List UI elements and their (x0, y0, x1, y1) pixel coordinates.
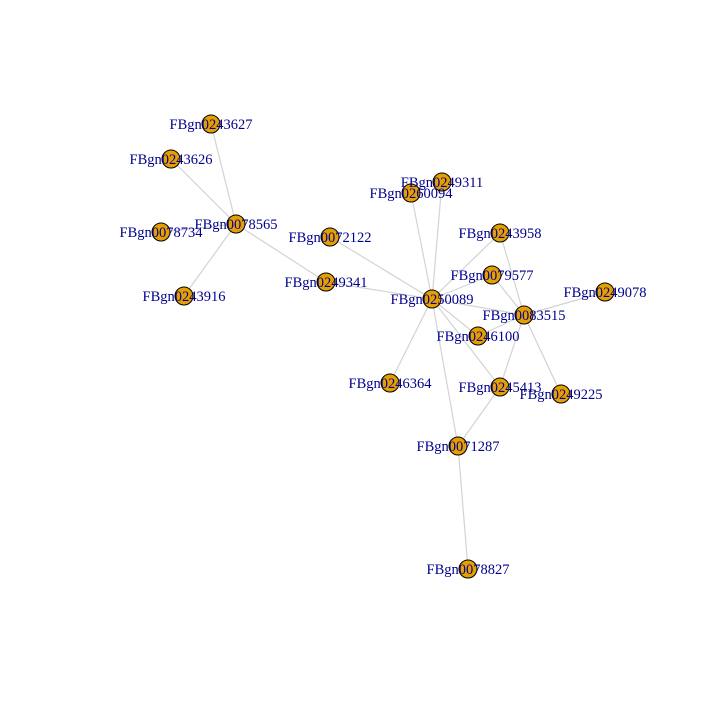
node-label-fbgn0249341: FBgn0249341 (285, 275, 368, 291)
node-label-fbgn0249311: FBgn0249311 (401, 175, 483, 191)
node-fbgn0243626 (161, 149, 181, 169)
node-label-fbgn0243958: FBgn0243958 (459, 226, 542, 242)
edge-fbgn0071287-fbgn0078827 (457, 445, 469, 570)
node-fbgn0249341 (316, 272, 336, 292)
node-fbgn0250089 (422, 289, 442, 309)
edge-fbgn0078565-fbgn0249341 (235, 223, 327, 283)
edge-fbgn0260094-fbgn0250089 (410, 192, 433, 300)
edge-fbgn0249341-fbgn0250089 (325, 281, 433, 300)
edge-fbgn0071287-fbgn0250089 (431, 298, 459, 447)
edge-fbgn0246364-fbgn0250089 (389, 298, 433, 384)
edge-fbgn0072122-fbgn0250089 (329, 236, 433, 300)
node-fbgn0078827 (458, 559, 478, 579)
node-label-fbgn0083515: FBgn0083515 (483, 308, 566, 324)
node-label-fbgn0245413: FBgn0245413 (459, 380, 542, 396)
node-fbgn0243958 (490, 223, 510, 243)
node-label-fbgn0246100: FBgn0246100 (437, 329, 520, 345)
edge-fbgn0079577-fbgn0250089 (431, 274, 493, 300)
edge-fbgn0245413-fbgn0071287 (457, 386, 501, 447)
edge-fbgn0243958-fbgn0250089 (431, 232, 501, 300)
edge-fbgn0083515-fbgn0250089 (431, 298, 525, 316)
node-fbgn0246364 (380, 373, 400, 393)
edge-fbgn0078565-fbgn0078734 (160, 223, 237, 233)
node-label-fbgn0078827: FBgn0078827 (427, 562, 510, 578)
node-fbgn0079577 (482, 265, 502, 285)
node-fbgn0249225 (551, 384, 571, 404)
node-fbgn0245413 (490, 377, 510, 397)
node-label-fbgn0243916: FBgn0243916 (143, 289, 226, 305)
edge-fbgn0078565-fbgn0243626 (170, 158, 237, 225)
edge-fbgn0078565-fbgn0243627 (210, 123, 237, 225)
node-fbgn0260094 (401, 183, 421, 203)
node-label-fbgn0260094: FBgn0260094 (370, 186, 454, 202)
node-label-fbgn0250089: FBgn0250089 (391, 292, 474, 308)
edge-fbgn0078565-fbgn0243916 (183, 223, 237, 297)
edge-fbgn0249311-fbgn0250089 (431, 181, 443, 300)
node-fbgn0078565 (226, 214, 246, 234)
node-label-fbgn0249225: FBgn0249225 (520, 387, 603, 403)
node-label-fbgn0249078: FBgn0249078 (564, 285, 647, 301)
edge-fbgn0245413-fbgn0083515 (499, 314, 525, 388)
node-label-fbgn0243626: FBgn0243626 (130, 152, 213, 168)
node-fbgn0083515 (514, 305, 534, 325)
node-layer (151, 114, 615, 579)
node-fbgn0243916 (174, 286, 194, 306)
node-label-fbgn0078565: FBgn0078565 (195, 217, 278, 233)
node-fbgn0249078 (595, 282, 615, 302)
node-fbgn0243627 (201, 114, 221, 134)
edge-fbgn0243958-fbgn0083515 (499, 232, 525, 316)
node-label-fbgn0246364: FBgn0246364 (349, 376, 433, 392)
node-fbgn0246100 (468, 326, 488, 346)
edge-fbgn0245413-fbgn0250089 (431, 298, 501, 388)
node-fbgn0249311 (432, 172, 452, 192)
node-label-fbgn0078734: FBgn0078734 (120, 225, 204, 241)
label-layer: FBgn0243627FBgn0243626FBgn0078565FBgn007… (120, 117, 647, 578)
node-label-fbgn0079577: FBgn0079577 (451, 268, 534, 284)
node-label-fbgn0243627: FBgn0243627 (170, 117, 253, 133)
edge-fbgn0246100-fbgn0250089 (431, 298, 479, 337)
node-fbgn0071287 (448, 436, 468, 456)
node-label-fbgn0072122: FBgn0072122 (289, 230, 372, 246)
edge-fbgn0249225-fbgn0083515 (523, 314, 562, 395)
node-label-fbgn0071287: FBgn0071287 (417, 439, 500, 455)
node-fbgn0078734 (151, 222, 171, 242)
edge-fbgn0249078-fbgn0083515 (523, 291, 606, 316)
node-fbgn0072122 (320, 227, 340, 247)
